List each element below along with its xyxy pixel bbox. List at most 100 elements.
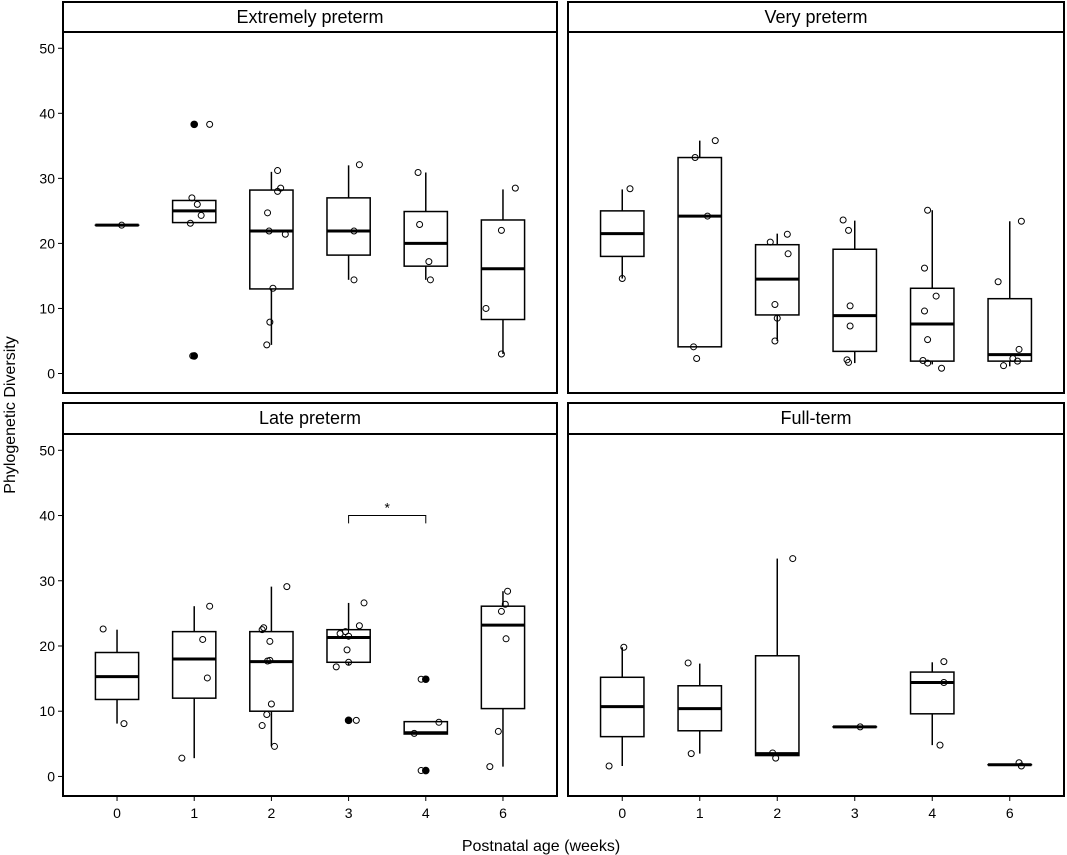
data-point <box>504 587 512 595</box>
y-tick-label: 50 <box>39 442 55 458</box>
y-tick-label: 10 <box>39 703 55 719</box>
data-point <box>1015 345 1023 353</box>
outlier-point <box>190 120 199 129</box>
data-point <box>771 301 779 309</box>
data-point <box>336 630 344 638</box>
y-tick-label: 20 <box>39 638 55 654</box>
data-point <box>118 221 126 229</box>
data-point <box>425 258 433 266</box>
data-point <box>711 137 719 145</box>
data-point <box>186 219 194 227</box>
x-tick-label: 4 <box>422 805 430 821</box>
data-point <box>188 194 196 202</box>
data-point <box>789 555 797 563</box>
data-point <box>687 750 695 758</box>
data-point <box>266 637 274 645</box>
data-point <box>1017 217 1025 225</box>
data-point <box>270 742 278 750</box>
x-tick-label: 3 <box>345 805 353 821</box>
data-point <box>620 643 628 651</box>
x-tick-label: 2 <box>268 805 276 821</box>
outlier-point <box>190 352 199 360</box>
data-point <box>511 184 519 192</box>
panel-title: Late preterm <box>259 408 361 428</box>
data-point <box>846 322 854 330</box>
panel-strip <box>567 1 1065 33</box>
data-point <box>924 359 932 367</box>
data-point <box>921 307 928 315</box>
box <box>754 655 800 757</box>
x-tick-label: 0 <box>618 805 626 821</box>
data-point <box>784 250 792 258</box>
data-point <box>684 659 692 667</box>
data-point <box>199 635 207 643</box>
data-point <box>839 216 847 224</box>
data-point <box>360 599 368 607</box>
data-point <box>846 302 854 310</box>
box <box>326 628 371 664</box>
data-point <box>497 607 505 615</box>
data-point <box>486 763 494 771</box>
y-axis-title: Phylogenetic Diversity <box>2 336 19 493</box>
y-tick-label: 50 <box>39 40 55 56</box>
y-tick-label: 30 <box>39 170 55 186</box>
data-point <box>203 674 211 682</box>
data-point <box>414 168 422 176</box>
data-point <box>1017 762 1025 770</box>
x-tick-label: 1 <box>190 805 198 821</box>
data-point <box>940 658 948 666</box>
data-point <box>345 632 353 640</box>
panel-strip <box>567 402 1065 435</box>
data-point <box>332 663 340 671</box>
data-point <box>417 675 425 683</box>
y-tick-label: 0 <box>47 768 55 784</box>
data-point <box>263 341 271 349</box>
data-point <box>417 767 425 775</box>
box <box>249 189 294 290</box>
data-point <box>264 657 272 665</box>
panel-extremely-preterm: Extremely preterm 0 10 20 30 40 50 <box>39 1 558 394</box>
data-point <box>426 276 434 284</box>
x-tick-label: 2 <box>773 805 781 821</box>
data-point <box>856 723 864 731</box>
data-point <box>283 583 291 591</box>
data-point <box>691 154 699 162</box>
data-point <box>482 304 490 312</box>
data-point <box>932 292 940 300</box>
plot-frame <box>567 433 1065 797</box>
box <box>403 210 449 267</box>
data-point <box>704 212 711 220</box>
data-point <box>189 352 197 360</box>
data-point <box>940 679 948 687</box>
data-point <box>773 314 781 322</box>
data-point <box>626 185 634 193</box>
box <box>326 197 371 256</box>
data-point <box>845 226 853 234</box>
y-tick-label: 20 <box>39 235 55 251</box>
data-point <box>502 635 510 643</box>
data-point <box>766 238 774 246</box>
data-point <box>924 206 932 214</box>
data-point <box>690 343 698 351</box>
data-point <box>769 749 777 757</box>
x-tick-label: 6 <box>1006 805 1014 821</box>
data-point <box>178 754 186 762</box>
x-tick-label: 4 <box>928 805 936 821</box>
data-point <box>269 284 277 292</box>
data-point <box>772 754 780 762</box>
data-point <box>845 358 853 366</box>
data-point <box>771 337 779 345</box>
data-point <box>266 318 274 326</box>
data-point <box>618 275 626 283</box>
data-point <box>924 336 932 344</box>
box <box>909 671 955 715</box>
x-tick-label: 3 <box>851 805 859 821</box>
outlier-point <box>344 716 353 725</box>
panel-strip <box>62 402 558 435</box>
data-point <box>497 350 505 358</box>
data-point <box>410 729 418 737</box>
panel-strip <box>62 1 558 33</box>
y-tick-label: 40 <box>39 105 55 121</box>
significance-label: * <box>384 500 390 516</box>
